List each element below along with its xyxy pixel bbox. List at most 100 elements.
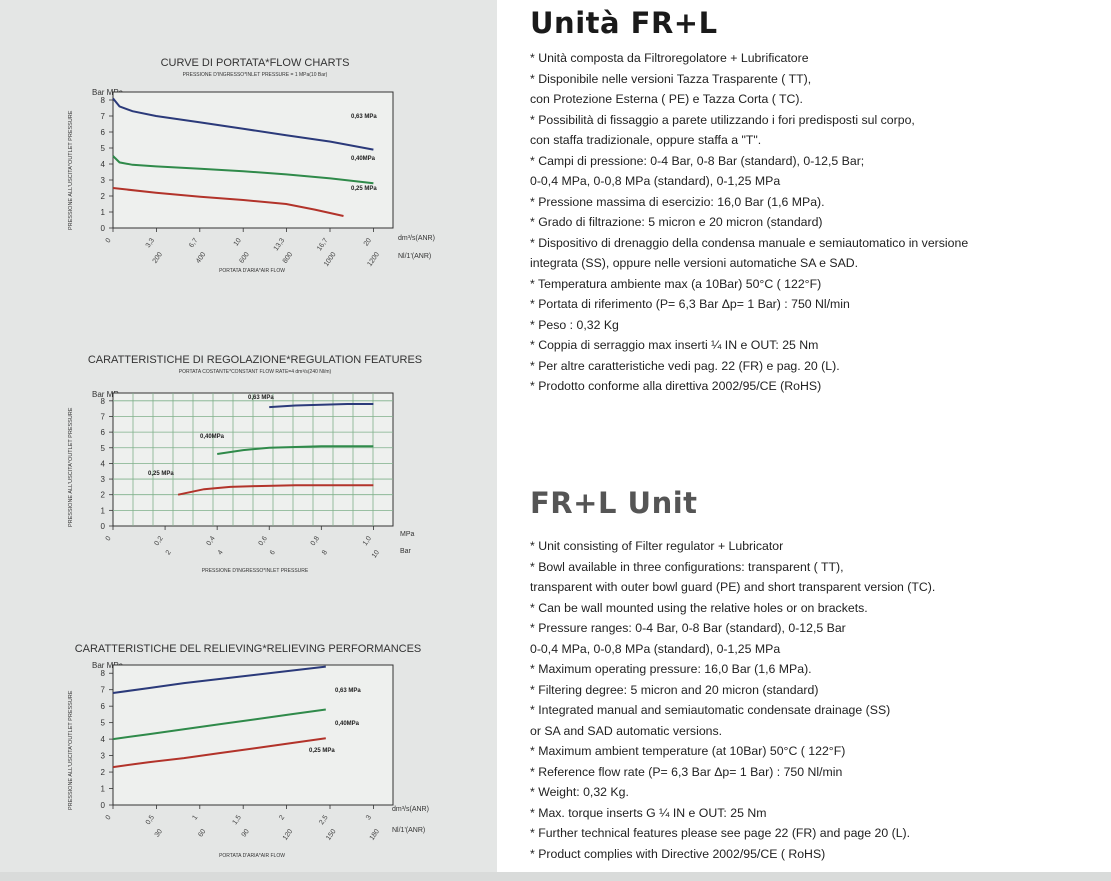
x-tick-label-secondary: 200 <box>152 251 164 265</box>
y-tick-label: 4 <box>101 160 106 169</box>
x-tick-label: 0,6 <box>258 535 269 547</box>
x-tick-label: 0,8 <box>310 535 321 547</box>
feature-line: * Pressione massima di esercizio: 16,0 B… <box>530 194 825 209</box>
y-tick-label: 0 <box>101 801 106 810</box>
x-tick-label: 6,7 <box>188 237 199 249</box>
feature-line: con Protezione Esterna ( PE) e Tazza Cor… <box>530 92 803 106</box>
feature-line: * Bowl available in three configurations… <box>530 559 844 574</box>
bottom-strip <box>0 872 1111 881</box>
feature-line: * Peso : 0,32 Kg <box>530 317 619 332</box>
y-tick-label: 3 <box>101 475 106 484</box>
x-tick-label: 10 <box>233 237 243 247</box>
plot-area: 8 7 6 5 4 3 2 1 0 0 0,5 30 1 60 1,5 90 2 120 2,5 150 3 180 0,6… <box>101 665 381 842</box>
y-tick-label: 3 <box>101 752 106 761</box>
y-tick-label: 6 <box>101 128 106 137</box>
feature-line: * Possibilità di fissaggio a parete util… <box>530 112 915 127</box>
series-line <box>112 155 374 185</box>
english-feature-list: * Unit consisting of Filter regulator + … <box>530 536 1105 864</box>
feature-line: * Weight: 0,32 Kg. <box>530 785 629 799</box>
feature-line: * Unità composta da Filtroregolatore + L… <box>530 51 809 65</box>
x-tick-label-secondary: 30 <box>154 828 164 838</box>
chart-title: CARATTERISTICHE DI REGOLAZIONE*REGULATIO… <box>88 354 422 366</box>
y-tick-label: 3 <box>101 176 106 185</box>
x-tick-label-secondary: 400 <box>195 251 207 265</box>
series-label: 0,40MPa <box>200 434 225 440</box>
italian-feature-list: * Unità composta da Filtroregolatore + L… <box>530 48 1105 397</box>
chart-subtitle: PORTATA COSTANTE*CONSTANT FLOW RATE=4 dm… <box>179 369 332 375</box>
x-tick-label-secondary: 1000 <box>323 251 338 268</box>
x-tick-label: 13,3 <box>273 237 287 252</box>
feature-line: * Product complies with Directive 2002/9… <box>530 846 826 861</box>
feature-line: * Temperatura ambiente max (a 10Bar) 50°… <box>530 276 822 291</box>
x-tick-label: 16,7 <box>316 237 330 252</box>
feature-line: * Further technical features please see … <box>530 826 911 840</box>
series-line <box>177 484 374 496</box>
y-tick-label: 7 <box>101 412 106 421</box>
feature-line: or SA and SAD automatic versions. <box>530 723 723 738</box>
y-axis-label: PRESSIONE ALL'USCITA*OUTLET PRESSURE <box>68 407 74 527</box>
y-tick-label: 5 <box>101 719 106 728</box>
x-tick-label: 0,4 <box>205 535 216 547</box>
series-label: 0,25 MPa <box>148 471 174 477</box>
feature-line: * Unit consisting of Filter regulator + … <box>530 539 784 553</box>
x-tick-label-secondary: 600 <box>238 251 250 265</box>
y-tick-label: 6 <box>101 702 106 711</box>
y-tick-label: 2 <box>101 192 106 201</box>
y-tick-label: 8 <box>101 669 106 678</box>
feature-line: * Dispositivo di drenaggio della condens… <box>530 235 969 250</box>
x-tick-label-secondary: 120 <box>282 828 294 842</box>
y-tick-label: 5 <box>101 144 106 153</box>
feature-line: * Prodotto conforme alla direttiva 2002/… <box>530 379 822 393</box>
feature-line: * Coppia di serraggio max inserti ¼ IN e… <box>530 338 819 352</box>
y-tick-label: 6 <box>101 428 106 437</box>
x-tick-label: 3,3 <box>145 237 156 249</box>
x-tick-label-secondary: 8 <box>321 549 329 556</box>
italian-heading: Unità FR+L <box>530 6 718 40</box>
y-tick-label: 5 <box>101 444 106 453</box>
x-unit-bottom: Nl/1'(ANR) <box>392 827 425 834</box>
feature-line: * Maximum ambient temperature (at 10Bar)… <box>530 744 846 758</box>
feature-line: * Can be wall mounted using the relative… <box>530 600 868 615</box>
regulation-chart: CARATTERISTICHE DI REGOLAZIONE*REGULATIO… <box>68 354 422 574</box>
x-unit-bottom: Bar <box>400 548 412 555</box>
x-tick-label-secondary: 4 <box>217 549 225 556</box>
series-line <box>112 737 326 769</box>
feature-line: integrata (SS), oppure nelle versioni au… <box>530 256 859 270</box>
y-tick-label: 1 <box>101 506 106 515</box>
x-tick-label-secondary: 1200 <box>366 251 381 268</box>
feature-line: * Filtering degree: 5 micron and 20 micr… <box>530 682 819 697</box>
feature-line: * Grado di filtrazione: 5 micron e 20 mi… <box>530 215 823 229</box>
x-unit-bottom: Nl/1'(ANR) <box>398 253 431 260</box>
y-tick-label: 8 <box>101 397 106 406</box>
series-label: 0,25 MPa <box>351 186 377 192</box>
x-tick-label: 20 <box>363 237 373 247</box>
series-label: 0,25 MPa <box>309 748 335 754</box>
x-tick-label: 2,5 <box>318 814 329 826</box>
feature-line: * Max. torque inserts G ¼ IN e OUT: 25 N… <box>530 805 767 820</box>
feature-line: con staffa tradizionale, oppure staffa a… <box>530 133 762 147</box>
feature-line: * Portata di riferimento (P= 6,3 Bar Δp=… <box>530 297 850 311</box>
relieving-chart: CARATTERISTICHE DEL RELIEVING*RELIEVING … <box>68 643 429 859</box>
x-tick-label-secondary: 10 <box>371 549 381 559</box>
series-label: 0,40MPa <box>351 156 376 162</box>
x-axis-caption: PORTATA D'ARIA*AIR FLOW <box>219 853 285 859</box>
y-tick-label: 1 <box>101 785 106 794</box>
y-axis-label: PRESSIONE ALL'USCITA*OUTLET PRESSURE <box>68 110 74 230</box>
x-unit-top: MPa <box>400 531 415 538</box>
feature-line: * Disponibile nelle versioni Tazza Trasp… <box>530 71 812 86</box>
series-label: 0,63 MPa <box>335 688 361 694</box>
series-line <box>112 708 326 741</box>
feature-line: * Maximum operating pressure: 16,0 Bar (… <box>530 662 812 676</box>
feature-line: * Campi di pressione: 0-4 Bar, 0-8 Bar (… <box>530 153 865 168</box>
series-line <box>217 445 374 455</box>
plot-frame <box>112 664 394 806</box>
x-tick-label: 3 <box>365 814 373 821</box>
series-line <box>112 665 326 694</box>
series-line <box>112 187 344 217</box>
y-axis-label: PRESSIONE ALL'USCITA*OUTLET PRESSURE <box>68 690 74 810</box>
feature-line: transparent with outer bowl guard (PE) a… <box>530 580 936 594</box>
x-tick-label: 1 <box>191 814 199 821</box>
x-tick-label: 0 <box>105 535 113 542</box>
series-label: 0,63 MPa <box>351 114 377 120</box>
